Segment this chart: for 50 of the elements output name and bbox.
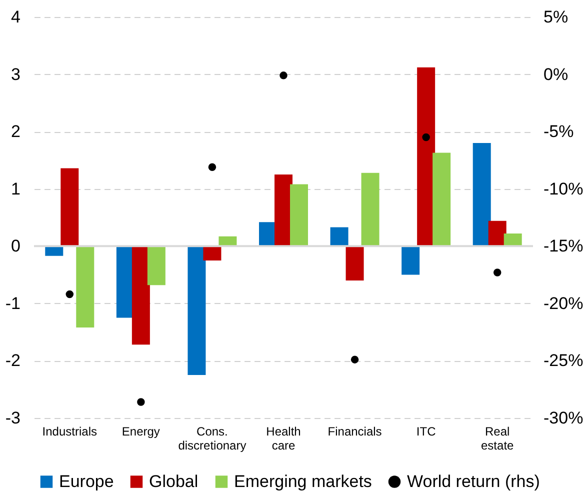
point [350,356,359,364]
y2-tick-label: -10% [544,179,584,198]
bar [203,246,222,260]
y-tick-label: 0 [11,236,20,256]
legend-label: Global [149,472,198,491]
x-tick-label: Health care [266,424,301,452]
bar [361,172,380,246]
bar [132,246,150,345]
x-tick-label: Cons. discretionary [178,424,246,452]
y-tick-label: 3 [11,64,20,84]
y2-tick-label: 0% [544,64,568,84]
bar [60,168,79,246]
point [280,72,288,80]
bar [147,246,166,286]
point [208,163,216,171]
legend-label: Europe [59,472,114,491]
y-tick-label: -3 [5,408,20,428]
point [66,290,74,298]
y-tick-label: 4 [11,8,20,26]
bar [504,234,522,246]
point [493,268,502,276]
bar [76,246,94,328]
bar [472,143,491,246]
x-tick-label: ITC [416,424,436,438]
y-tick-label: -2 [5,351,20,370]
x-tick-label: Real estate [481,424,514,452]
legend-label: World return (rhs) [407,472,540,491]
point [422,133,430,142]
x-tick-label: Financials [328,424,382,438]
bar [432,152,451,246]
y2-tick-label: -15% [544,236,584,256]
y2-tick-label: 5% [544,8,568,26]
bar [290,184,308,246]
legend-label: Emerging markets [234,472,372,491]
y2-tick-label: -20% [544,294,584,313]
point [137,398,145,406]
y-tick-label: 2 [11,122,20,142]
y2-tick-label: -5% [544,122,574,142]
y-tick-label: 1 [11,179,20,198]
bar [417,67,436,246]
bar [330,227,348,246]
x-tick-label: Industrials [42,424,97,438]
y-tick-label: -1 [5,294,20,313]
bar [45,246,64,256]
bar [188,246,206,376]
x-tick-label: Energy [122,424,160,438]
y2-tick-label: -25% [544,351,584,370]
bar [346,246,364,281]
bar [402,246,420,275]
y2-tick-label: -30% [544,408,584,428]
